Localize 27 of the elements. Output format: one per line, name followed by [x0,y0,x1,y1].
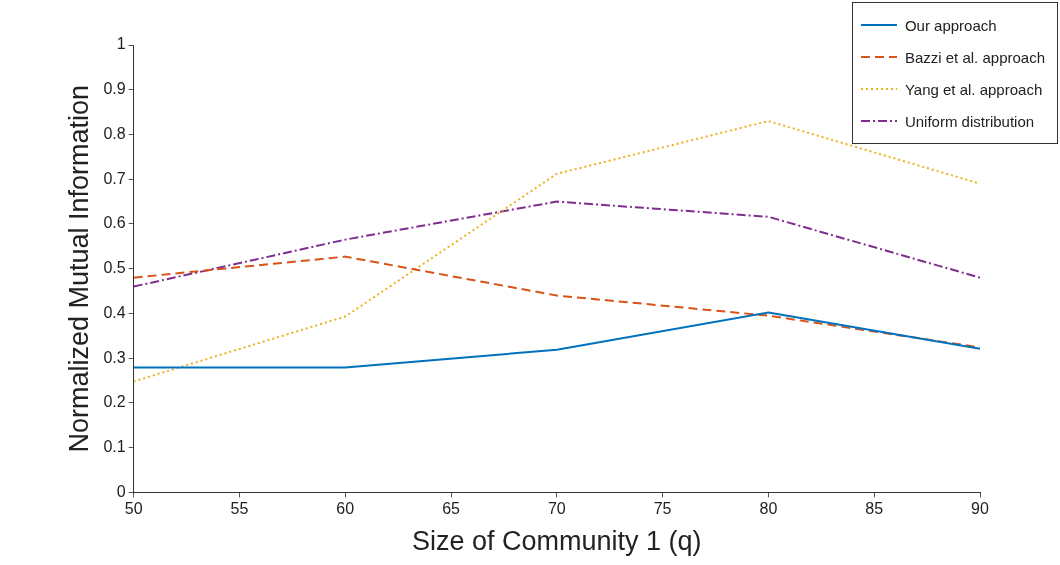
y-tick-label: 0.2 [103,393,126,411]
x-tick-label: 90 [971,500,989,518]
y-tick-label: 0.8 [103,124,126,142]
y-tick-label: 0.3 [103,348,126,366]
legend-label: Yang et al. approach [904,80,1043,98]
x-tick-label: 60 [336,500,355,518]
line-series [133,200,980,288]
y-tick-label: 0.6 [103,214,126,232]
x-tick-label: 75 [653,500,672,518]
y-tick-label: 0.1 [103,438,126,456]
y-tick-label: 0.4 [103,303,126,321]
x-tick-label: 70 [547,500,566,518]
x-tick-label: 50 [124,500,143,518]
x-tick-label: 80 [759,500,778,518]
x-tick-label: 85 [865,500,884,518]
y-axis-title: Normalized Mutual Information [63,84,94,453]
x-tick-label: 55 [230,500,249,518]
y-tick-label: 0.5 [103,259,126,277]
legend-label: Bazzi et al. approach [904,48,1045,66]
y-tick-label: 1 [116,35,126,53]
y-tick-label: 0.9 [103,80,126,98]
y-tick-label: 0 [116,482,126,500]
y-tick-label: 0.7 [103,169,126,187]
legend-label: Our approach [904,16,997,34]
x-tick-label: 65 [442,500,461,518]
x-axis-title: Size of Community 1 (q) [412,526,702,557]
legend-label: Uniform distribution [904,112,1035,130]
